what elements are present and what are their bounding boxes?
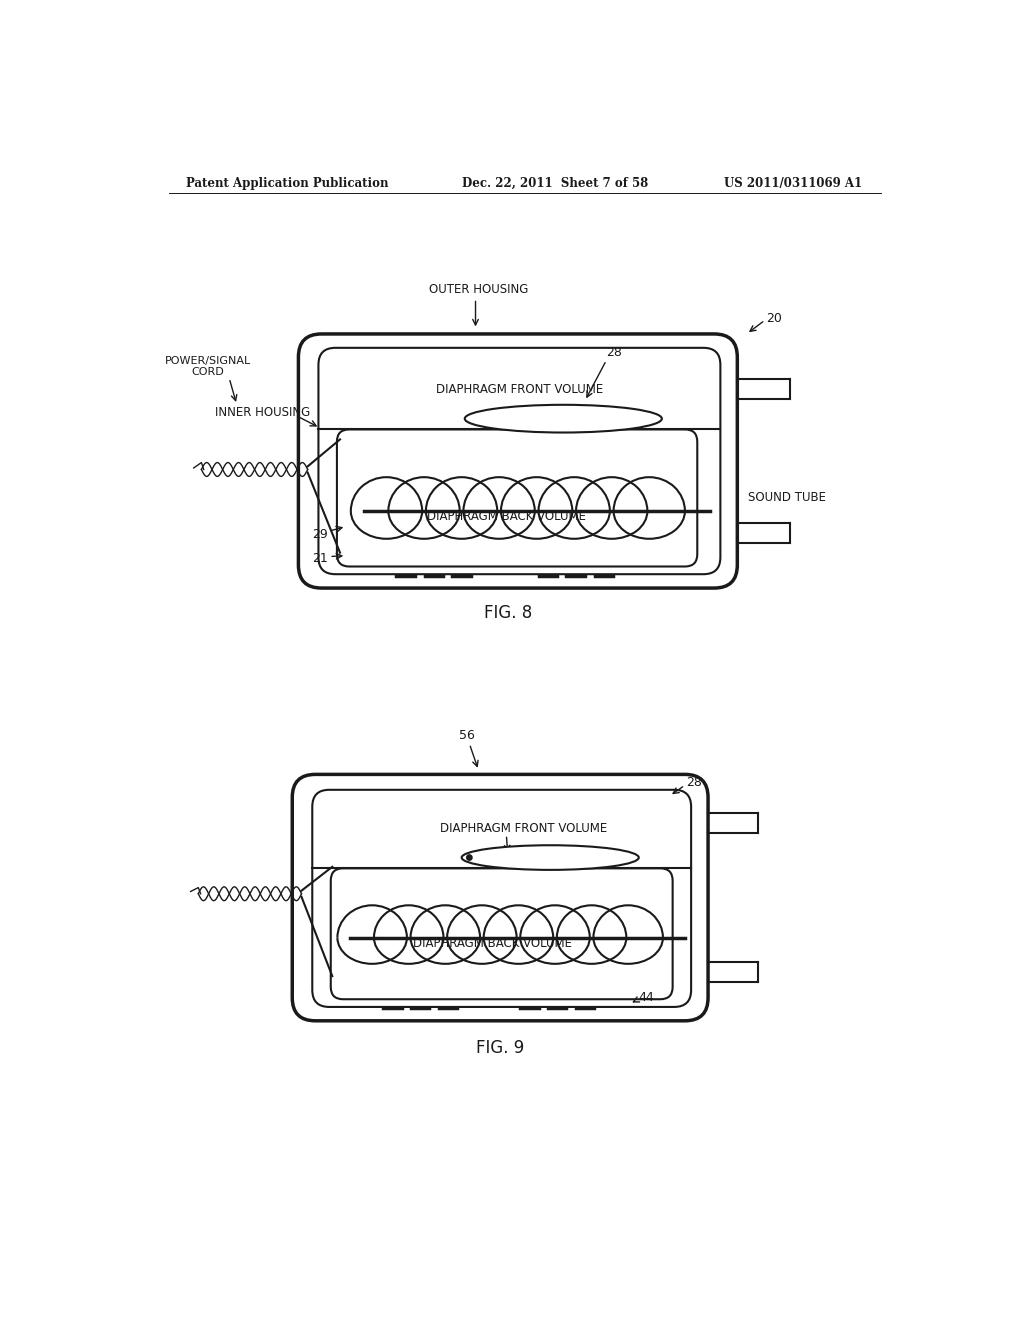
Text: DIAPHRAGM FRONT VOLUME: DIAPHRAGM FRONT VOLUME — [436, 383, 603, 396]
Text: US 2011/0311069 A1: US 2011/0311069 A1 — [724, 177, 862, 190]
Text: DIAPHRAGM BACK VOLUME: DIAPHRAGM BACK VOLUME — [427, 510, 586, 523]
FancyBboxPatch shape — [298, 334, 737, 589]
Text: 28: 28 — [606, 346, 623, 359]
Circle shape — [467, 855, 472, 861]
FancyBboxPatch shape — [312, 789, 691, 1007]
Text: 28: 28 — [686, 776, 702, 788]
Text: DIAPHRAGM FRONT VOLUME: DIAPHRAGM FRONT VOLUME — [439, 822, 607, 834]
Text: FIG. 8: FIG. 8 — [483, 603, 532, 622]
Ellipse shape — [465, 405, 662, 433]
Text: POWER/SIGNAL
CORD: POWER/SIGNAL CORD — [165, 355, 251, 378]
Text: 56: 56 — [459, 730, 475, 742]
Text: Patent Application Publication: Patent Application Publication — [186, 177, 388, 190]
Ellipse shape — [462, 845, 639, 870]
FancyBboxPatch shape — [331, 869, 673, 999]
Text: 44: 44 — [639, 991, 654, 1005]
Text: OUTER HOUSING: OUTER HOUSING — [429, 282, 528, 296]
Text: 20: 20 — [766, 312, 781, 325]
Text: SOUND TUBE: SOUND TUBE — [749, 491, 826, 504]
Text: FIG. 9: FIG. 9 — [476, 1039, 524, 1057]
Text: Dec. 22, 2011  Sheet 7 of 58: Dec. 22, 2011 Sheet 7 of 58 — [462, 177, 648, 190]
Text: 29: 29 — [312, 528, 328, 541]
Text: INNER HOUSING: INNER HOUSING — [215, 407, 310, 418]
Text: DIAPHRAGM BACK VOLUME: DIAPHRAGM BACK VOLUME — [413, 937, 572, 950]
FancyBboxPatch shape — [292, 775, 708, 1020]
FancyBboxPatch shape — [337, 429, 697, 566]
Text: 21: 21 — [312, 552, 328, 565]
FancyBboxPatch shape — [318, 348, 720, 574]
